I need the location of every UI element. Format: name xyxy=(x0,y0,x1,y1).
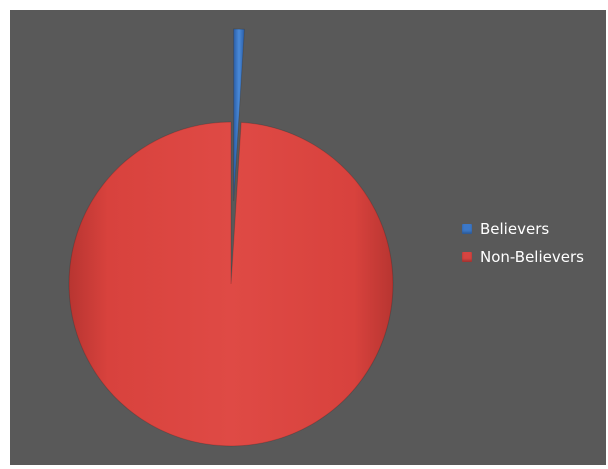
pie-slice-believers xyxy=(233,28,245,202)
legend-swatch-believers xyxy=(462,224,472,234)
pie-chart xyxy=(68,28,394,447)
legend-swatch-non-believers xyxy=(462,252,472,262)
legend-label-believers: Believers xyxy=(480,220,550,238)
legend-item-believers: Believers xyxy=(462,215,584,243)
legend-label-non-believers: Non-Believers xyxy=(480,248,584,266)
pie-slices xyxy=(68,28,394,447)
legend: Believers Non-Believers xyxy=(462,215,584,271)
pie-slice-non-believers xyxy=(68,121,394,447)
legend-item-non-believers: Non-Believers xyxy=(462,243,584,271)
chart-area: Believers Non-Believers xyxy=(10,10,606,465)
